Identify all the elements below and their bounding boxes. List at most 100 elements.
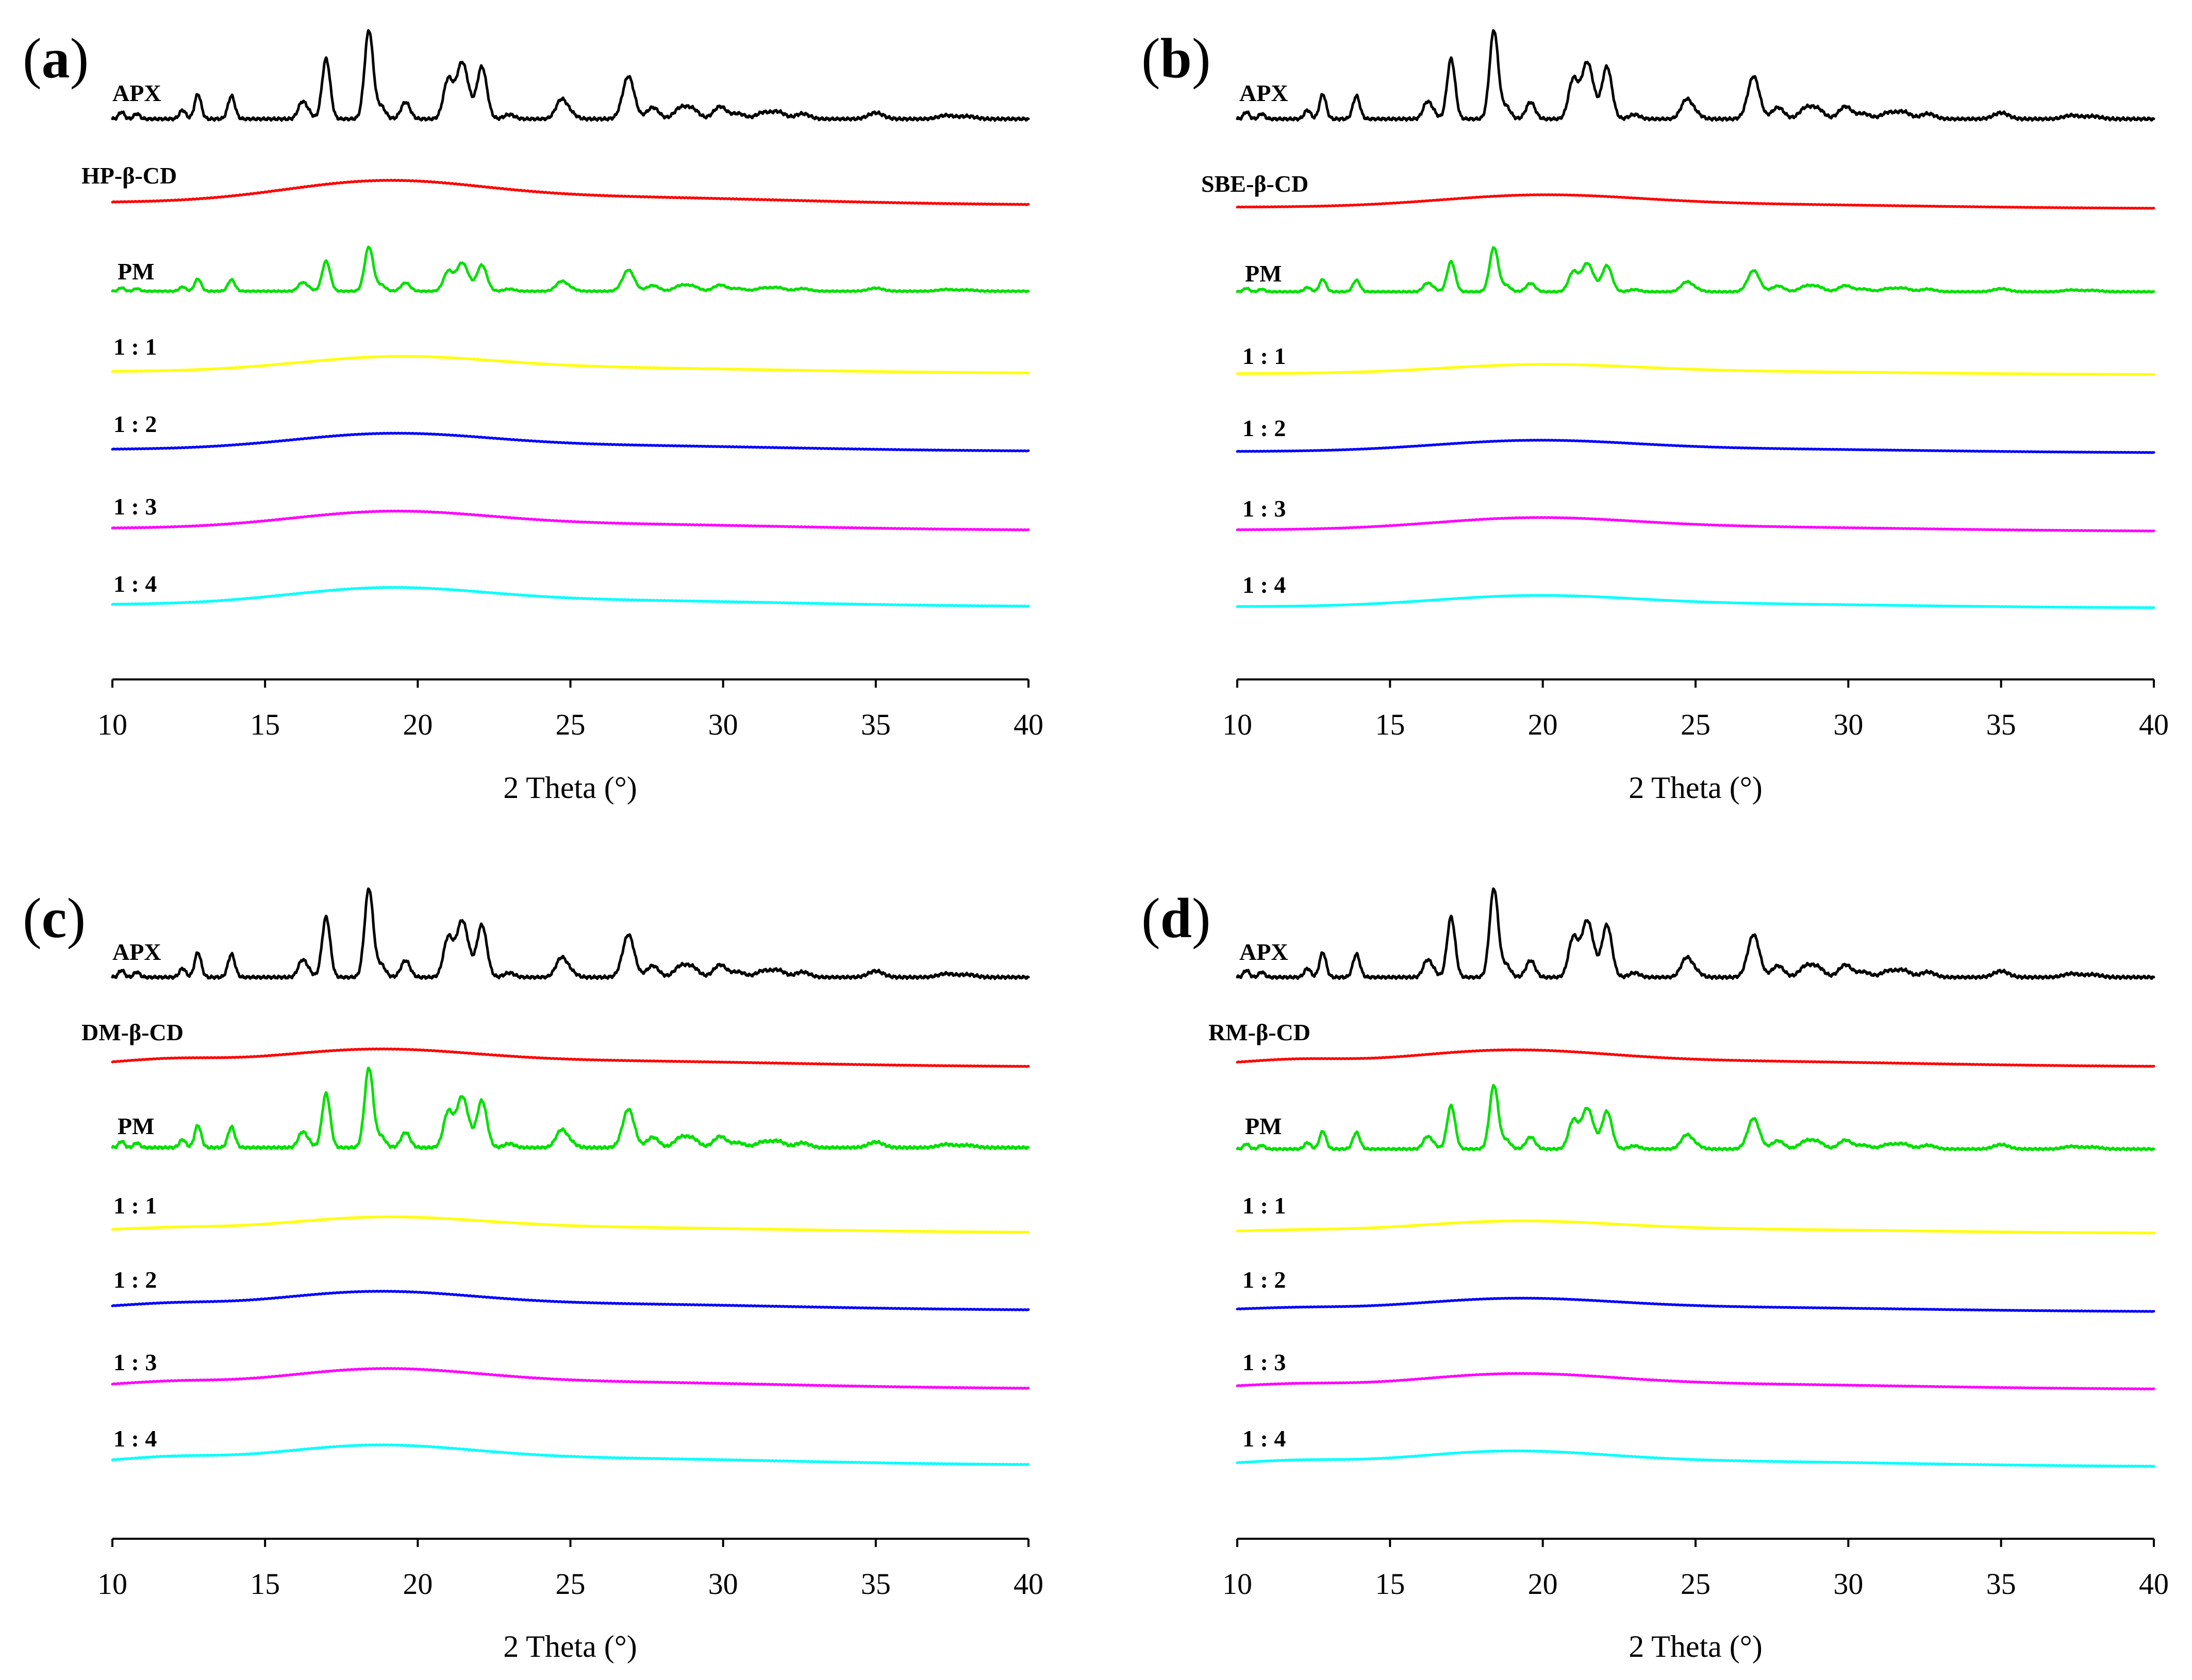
x-tick-group: 10 15 20 25 30 35 40: [1222, 679, 2169, 741]
x-axis-title: 2 Theta (°): [503, 1629, 637, 1664]
trace-label: PM: [118, 258, 155, 285]
trace-group: [1236, 887, 2155, 1468]
panel-label: (d): [1141, 887, 1210, 950]
x-tick-group: 10 15 20 25 30 35 40: [97, 1539, 1043, 1601]
trace-label: 1 : 2: [113, 1267, 157, 1293]
series-line-1-4: [1236, 594, 2155, 609]
x-tick-label: 20: [403, 708, 433, 741]
x-tick-group: 10 15 20 25 30 35 40: [97, 679, 1043, 741]
x-tick-label: 25: [1681, 708, 1711, 741]
x-tick-label: 10: [1222, 1567, 1252, 1601]
series-line-1-1: [111, 1215, 1030, 1234]
trace-label: 1 : 1: [113, 334, 157, 360]
trace-label: 1 : 3: [113, 1349, 157, 1375]
series-line-sbe-cd: [1236, 193, 2155, 210]
trace-label: 1 : 1: [113, 1192, 157, 1219]
trace-label: 1 : 4: [113, 571, 157, 597]
trace-label: 1 : 1: [1242, 1192, 1286, 1219]
series-line-1-1: [1236, 1219, 2155, 1235]
trace-label-group: APX HP-β-CD PM 1 : 1 1 : 2 1 : 3 1 : 4: [81, 80, 177, 597]
trace-label: DM-β-CD: [81, 1019, 184, 1045]
trace-group: [111, 887, 1030, 1466]
x-tick-label: 30: [708, 1567, 738, 1601]
x-tick-label: 20: [403, 1567, 433, 1601]
trace-label: 1 : 1: [1242, 343, 1286, 369]
x-tick-label: 40: [1014, 1567, 1043, 1601]
series-line-1-2: [1236, 439, 2155, 454]
series-line-apx: [111, 29, 1030, 122]
x-tick-label: 40: [2139, 1567, 2169, 1601]
series-line-1-2: [111, 431, 1030, 453]
trace-label: PM: [118, 1113, 155, 1139]
series-line-1-3: [1236, 1372, 2155, 1391]
x-tick-label: 20: [1528, 1567, 1558, 1601]
x-tick-label: 10: [97, 1567, 127, 1601]
series-line-1-1: [1236, 363, 2155, 376]
x-tick-label: 20: [1528, 708, 1558, 741]
series-line-apx: [111, 887, 1030, 980]
trace-label: APX: [1239, 80, 1288, 106]
x-axis-title: 2 Theta (°): [1629, 1629, 1762, 1664]
trace-label: SBE-β-CD: [1201, 171, 1308, 197]
x-tick-label: 30: [1833, 708, 1863, 741]
trace-group: [111, 29, 1030, 608]
trace-label: 1 : 3: [113, 493, 157, 520]
series-line-1-2: [111, 1290, 1030, 1311]
trace-label: 1 : 2: [1242, 415, 1286, 441]
series-line-hp-cd: [111, 178, 1030, 206]
x-tick-label: 25: [556, 708, 586, 741]
trace-label: 1 : 4: [1242, 1425, 1286, 1452]
series-line-1-3: [1236, 516, 2155, 533]
series-line-1-4: [111, 1443, 1030, 1466]
x-tick-label: 40: [2139, 708, 2169, 741]
trace-label: 1 : 3: [1242, 495, 1286, 522]
series-line-1-4: [111, 586, 1030, 608]
x-tick-label: 10: [97, 708, 127, 741]
series-line-dm-cd: [111, 1047, 1030, 1068]
panel-a: (a) APX HP-β-CD PM 1 : 1 1 : 2 1 : 3 1 :…: [23, 27, 1043, 805]
x-tick-label: 35: [861, 1567, 891, 1601]
trace-label: HP-β-CD: [81, 162, 177, 189]
trace-label: APX: [1239, 939, 1288, 965]
trace-label: RM-β-CD: [1208, 1019, 1310, 1045]
trace-label: 1 : 2: [113, 411, 157, 437]
series-line-1-3: [111, 509, 1030, 531]
trace-label: 1 : 2: [1242, 1267, 1286, 1293]
series-line-pm: [1236, 246, 2155, 294]
series-line-pm: [111, 245, 1030, 293]
panel-d: (d) APX RM-β-CD PM 1 : 1 1 : 2 1 : 3 1 :…: [1141, 887, 2169, 1664]
x-tick-label: 15: [250, 1567, 280, 1601]
series-line-apx: [1236, 887, 2155, 980]
x-tick-label: 15: [1375, 1567, 1405, 1601]
series-line-1-1: [111, 355, 1030, 375]
x-tick-label: 35: [1986, 708, 2016, 741]
trace-label: APX: [112, 80, 161, 106]
trace-label: 1 : 3: [1242, 1349, 1286, 1375]
x-tick-label: 30: [1833, 1567, 1863, 1601]
series-line-1-3: [111, 1367, 1030, 1390]
series-line-rm-cd: [1236, 1048, 2155, 1068]
trace-label: PM: [1245, 1113, 1282, 1139]
x-tick-label: 15: [250, 708, 280, 741]
series-line-pm: [111, 1067, 1030, 1151]
x-axis-title: 2 Theta (°): [503, 771, 637, 805]
trace-group: [1236, 29, 2155, 609]
series-line-1-2: [1236, 1296, 2155, 1313]
x-axis-title: 2 Theta (°): [1629, 771, 1762, 805]
series-line-apx: [1236, 29, 2155, 122]
series-line-1-4: [1236, 1449, 2155, 1468]
x-tick-label: 35: [1986, 1567, 2016, 1601]
trace-label-group: APX DM-β-CD PM 1 : 1 1 : 2 1 : 3 1 : 4: [81, 939, 184, 1452]
trace-label: 1 : 4: [113, 1425, 157, 1452]
trace-label: 1 : 4: [1242, 572, 1286, 598]
trace-label-group: APX SBE-β-CD PM 1 : 1 1 : 2 1 : 3 1 : 4: [1201, 80, 1308, 598]
trace-label-group: APX RM-β-CD PM 1 : 1 1 : 2 1 : 3 1 : 4: [1208, 939, 1310, 1452]
panel-label: (c): [23, 887, 86, 950]
x-tick-group: 10 15 20 25 30 35 40: [1222, 1539, 2169, 1601]
x-tick-label: 30: [708, 708, 738, 741]
x-tick-label: 25: [1681, 1567, 1711, 1601]
panel-label: (b): [1141, 27, 1210, 90]
x-tick-label: 35: [861, 708, 891, 741]
x-tick-label: 40: [1014, 708, 1043, 741]
